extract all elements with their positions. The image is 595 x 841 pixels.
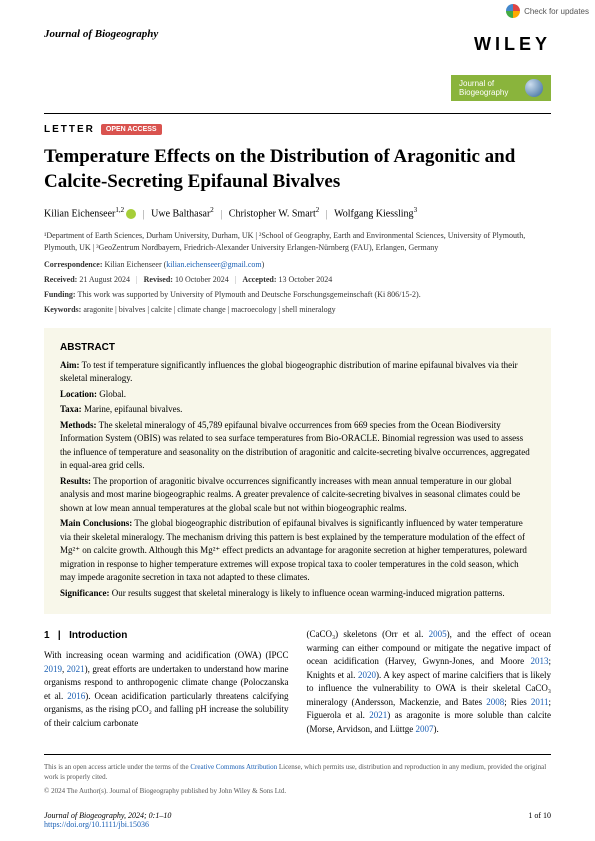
license-text: This is an open access article under the… xyxy=(0,755,595,796)
open-access-badge: OPEN ACCESS xyxy=(101,124,162,135)
article-type-row: LETTER OPEN ACCESS xyxy=(0,114,595,135)
ref-link[interactable]: 2021 xyxy=(369,710,387,720)
funding-row: Funding: This work was supported by Univ… xyxy=(0,284,595,299)
footer-row: Journal of Biogeography, 2024; 0:1–10 ht… xyxy=(0,797,595,841)
author-name: Kilian Eichenseer xyxy=(44,209,115,220)
aim-label: Aim: xyxy=(60,360,80,370)
author-name: Christopher W. Smart xyxy=(229,209,316,220)
crossmark-icon xyxy=(506,4,520,18)
article-title: Temperature Effects on the Distribution … xyxy=(0,135,595,194)
ref-link[interactable]: 2019 xyxy=(44,664,62,674)
accepted-label: Accepted: xyxy=(242,275,276,284)
methods-text: The skeletal mineralogy of 45,789 epifau… xyxy=(60,420,530,471)
revised-label: Revised: xyxy=(144,275,173,284)
section-number: 1 xyxy=(44,630,50,641)
globe-icon xyxy=(525,79,543,97)
abstract-heading: ABSTRACT xyxy=(60,340,535,355)
ref-link[interactable]: 2007 xyxy=(415,724,433,734)
conclusions-label: Main Conclusions: xyxy=(60,518,132,528)
correspondence-email[interactable]: kilian.eichenseer@gmail.com xyxy=(166,260,261,269)
body-paragraph: With increasing ocean warming and acidif… xyxy=(44,649,289,730)
license-link[interactable]: Creative Commons Attribution xyxy=(190,763,277,771)
significance-text: Our results suggest that skeletal minera… xyxy=(112,588,505,598)
received-date: 21 August 2024 xyxy=(79,275,130,284)
author-name: Wolfgang Kiessling xyxy=(334,209,413,220)
section-title: Introduction xyxy=(69,630,127,641)
funding-text: This work was supported by University of… xyxy=(77,290,420,299)
author-affil: 2 xyxy=(316,206,320,214)
date-sep: | xyxy=(235,275,237,284)
section-sep: | xyxy=(58,630,61,641)
aim-text: To test if temperature significantly inf… xyxy=(60,360,518,384)
copyright-text: © 2024 The Author(s). Journal of Biogeog… xyxy=(44,787,551,797)
doi-link[interactable]: https://doi.org/10.1111/jbi.15036 xyxy=(44,820,149,829)
taxa-text: Marine, epifaunal bivalves. xyxy=(84,404,182,414)
journal-badge-text: Journal of Biogeography xyxy=(459,79,508,97)
body-columns: 1 | Introduction With increasing ocean w… xyxy=(0,614,595,736)
footer-citation: Journal of Biogeography, 2024; 0:1–10 ht… xyxy=(44,811,171,829)
received-label: Received: xyxy=(44,275,77,284)
dates-row: Received: 21 August 2024 | Revised: 10 O… xyxy=(0,269,595,284)
author-affil: 2 xyxy=(210,206,214,214)
author-list: Kilian Eichenseer1,2 | Uwe Balthasar2 | … xyxy=(0,194,595,219)
body-paragraph: (CaCO₃) skeletons (Orr et al. 2005), and… xyxy=(307,628,552,736)
citation-text: Journal of Biogeography, 2024; 0:1–10 xyxy=(44,811,171,820)
body-column-left: 1 | Introduction With increasing ocean w… xyxy=(44,628,289,736)
author-sep: | xyxy=(220,209,222,220)
journal-name: Journal of Biogeography xyxy=(44,28,158,40)
revised-date: 10 October 2024 xyxy=(175,275,229,284)
ref-link[interactable]: 2013 xyxy=(530,656,548,666)
page-count: 1 of 10 xyxy=(528,811,551,829)
correspondence-close: ) xyxy=(262,260,265,269)
article-type-label: LETTER xyxy=(44,124,95,135)
author-affil: 3 xyxy=(414,206,418,214)
author-name: Uwe Balthasar xyxy=(151,209,210,220)
check-updates-badge[interactable]: Check for updates xyxy=(506,4,589,18)
keywords-label: Keywords: xyxy=(44,305,81,314)
keywords-text: aragonite | bivalves | calcite | climate… xyxy=(83,305,335,314)
results-label: Results: xyxy=(60,476,91,486)
date-sep: | xyxy=(136,275,138,284)
author-sep: | xyxy=(143,209,145,220)
ref-link[interactable]: 2005 xyxy=(429,629,447,639)
abstract-box: ABSTRACT Aim: To test if temperature sig… xyxy=(44,328,551,615)
keywords-row: Keywords: aragonite | bivalves | calcite… xyxy=(0,299,595,314)
methods-label: Methods: xyxy=(60,420,97,430)
funding-label: Funding: xyxy=(44,290,76,299)
orcid-icon[interactable] xyxy=(126,209,136,219)
body-column-right: (CaCO₃) skeletons (Orr et al. 2005), and… xyxy=(307,628,552,736)
author-sep: | xyxy=(326,209,328,220)
ref-link[interactable]: 2008 xyxy=(486,697,504,707)
correspondence-name: Kilian Eichenseer ( xyxy=(105,260,167,269)
location-label: Location: xyxy=(60,389,97,399)
journal-badge: Journal of Biogeography xyxy=(451,75,551,101)
location-text: Global. xyxy=(99,389,126,399)
results-text: The proportion of aragonitic bivalve occ… xyxy=(60,476,520,513)
correspondence-row: Correspondence: Kilian Eichenseer (kilia… xyxy=(0,254,595,269)
ref-link[interactable]: 2020 xyxy=(358,670,376,680)
section-heading: 1 | Introduction xyxy=(44,628,289,643)
check-updates-label: Check for updates xyxy=(524,7,589,16)
taxa-label: Taxa: xyxy=(60,404,82,414)
author-affil: 1,2 xyxy=(115,206,124,214)
affiliations: ¹Department of Earth Sciences, Durham Un… xyxy=(0,220,595,254)
accepted-date: 13 October 2024 xyxy=(279,275,333,284)
ref-link[interactable]: 2021 xyxy=(67,664,85,674)
publisher-logo: WILEY xyxy=(474,34,551,55)
ref-link[interactable]: 2016 xyxy=(67,691,85,701)
ref-link[interactable]: 2011 xyxy=(531,697,549,707)
correspondence-label: Correspondence: xyxy=(44,260,103,269)
significance-label: Significance: xyxy=(60,588,110,598)
